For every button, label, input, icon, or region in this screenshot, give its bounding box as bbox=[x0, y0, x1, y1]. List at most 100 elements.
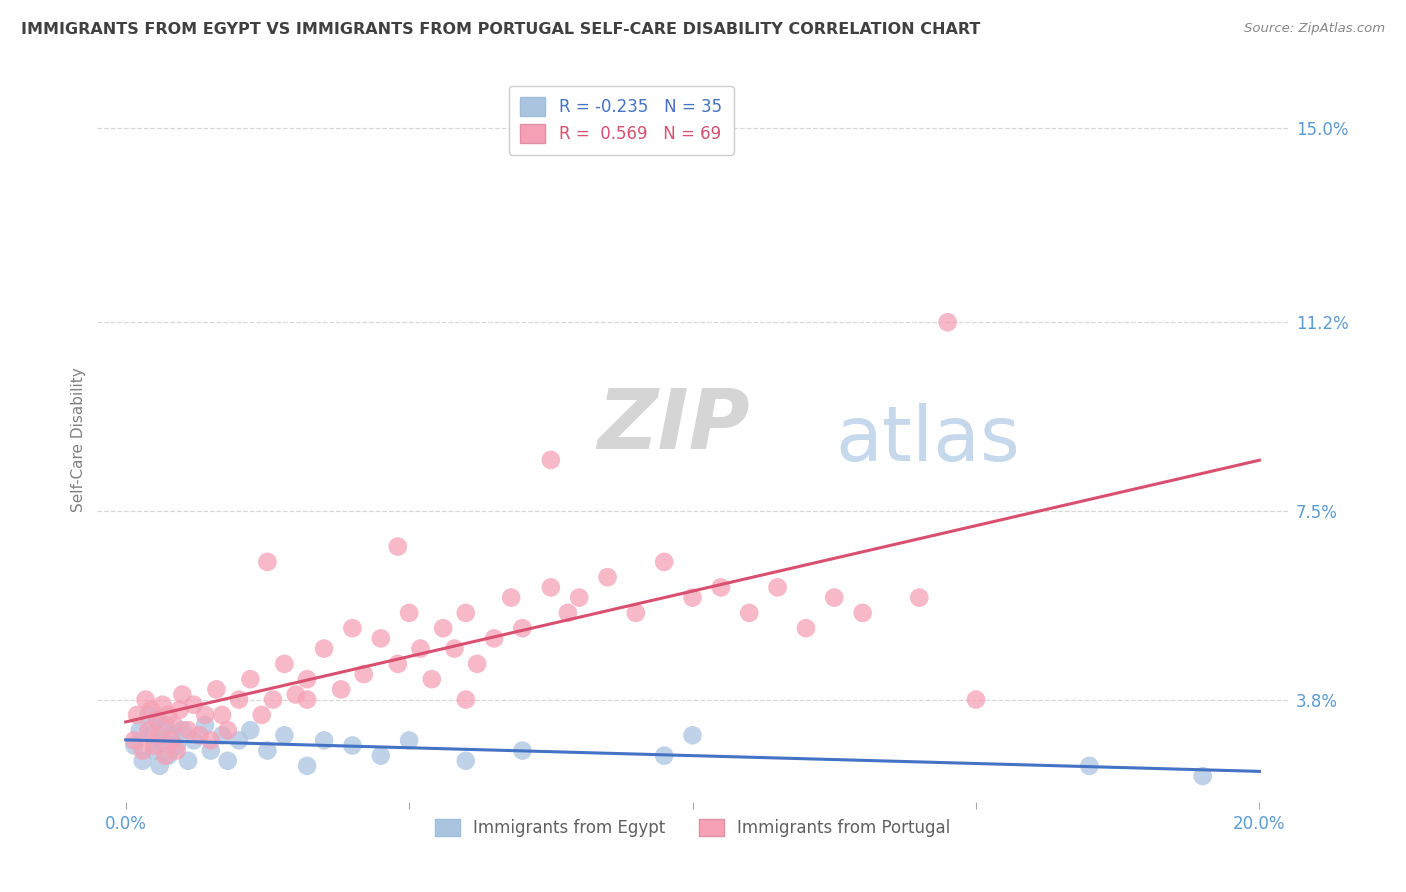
Text: ZIP: ZIP bbox=[598, 384, 749, 466]
Point bbox=[370, 632, 392, 646]
Point bbox=[169, 703, 191, 717]
Point bbox=[155, 748, 177, 763]
Point bbox=[710, 581, 733, 595]
Point bbox=[211, 728, 233, 742]
Point bbox=[273, 657, 295, 671]
Point bbox=[143, 743, 166, 757]
Point bbox=[138, 723, 160, 738]
Point bbox=[239, 672, 262, 686]
Point bbox=[596, 570, 619, 584]
Point bbox=[1191, 769, 1213, 783]
Point bbox=[157, 748, 180, 763]
Point bbox=[652, 555, 675, 569]
Point bbox=[295, 692, 318, 706]
Point bbox=[183, 733, 205, 747]
Point bbox=[398, 606, 420, 620]
Point bbox=[160, 728, 183, 742]
Point bbox=[141, 728, 163, 742]
Point bbox=[738, 606, 761, 620]
Point bbox=[342, 621, 364, 635]
Point bbox=[152, 733, 174, 747]
Point bbox=[152, 698, 174, 712]
Point bbox=[908, 591, 931, 605]
Point bbox=[314, 641, 336, 656]
Point bbox=[122, 733, 145, 747]
Point bbox=[398, 733, 420, 747]
Point bbox=[501, 591, 523, 605]
Point bbox=[284, 688, 307, 702]
Point bbox=[652, 748, 675, 763]
Point bbox=[432, 621, 454, 635]
Point bbox=[143, 739, 166, 753]
Point bbox=[262, 692, 284, 706]
Point bbox=[217, 754, 239, 768]
Point bbox=[465, 657, 488, 671]
Point bbox=[250, 707, 273, 722]
Point bbox=[228, 692, 250, 706]
Point bbox=[122, 739, 145, 753]
Point bbox=[353, 667, 375, 681]
Point bbox=[852, 606, 875, 620]
Point bbox=[141, 703, 163, 717]
Point bbox=[936, 315, 959, 329]
Point bbox=[163, 718, 186, 732]
Point bbox=[482, 632, 505, 646]
Point bbox=[188, 728, 211, 742]
Point bbox=[149, 759, 172, 773]
Point bbox=[194, 707, 217, 722]
Point bbox=[205, 682, 228, 697]
Text: IMMIGRANTS FROM EGYPT VS IMMIGRANTS FROM PORTUGAL SELF-CARE DISABILITY CORRELATI: IMMIGRANTS FROM EGYPT VS IMMIGRANTS FROM… bbox=[21, 22, 980, 37]
Point bbox=[155, 718, 177, 732]
Point bbox=[568, 591, 591, 605]
Point bbox=[200, 743, 222, 757]
Point bbox=[166, 739, 188, 753]
Point bbox=[766, 581, 789, 595]
Point bbox=[454, 606, 477, 620]
Point bbox=[965, 692, 987, 706]
Point bbox=[194, 718, 217, 732]
Point bbox=[146, 713, 169, 727]
Point bbox=[138, 707, 160, 722]
Point bbox=[454, 754, 477, 768]
Point bbox=[128, 723, 150, 738]
Point bbox=[295, 759, 318, 773]
Text: atlas: atlas bbox=[835, 402, 1021, 476]
Point bbox=[146, 713, 169, 727]
Point bbox=[256, 555, 278, 569]
Point bbox=[166, 743, 188, 757]
Point bbox=[420, 672, 443, 686]
Point bbox=[131, 743, 153, 757]
Point bbox=[200, 733, 222, 747]
Point bbox=[131, 754, 153, 768]
Point bbox=[135, 692, 157, 706]
Point bbox=[177, 754, 200, 768]
Point bbox=[512, 621, 534, 635]
Point bbox=[540, 453, 562, 467]
Point bbox=[409, 641, 432, 656]
Point bbox=[823, 591, 845, 605]
Point bbox=[557, 606, 579, 620]
Point bbox=[443, 641, 465, 656]
Legend: Immigrants from Egypt, Immigrants from Portugal: Immigrants from Egypt, Immigrants from P… bbox=[429, 813, 957, 844]
Point bbox=[1078, 759, 1101, 773]
Point bbox=[342, 739, 364, 753]
Point bbox=[624, 606, 647, 620]
Y-axis label: Self-Care Disability: Self-Care Disability bbox=[72, 368, 86, 512]
Point bbox=[330, 682, 353, 697]
Point bbox=[160, 733, 183, 747]
Point bbox=[172, 688, 194, 702]
Point bbox=[370, 748, 392, 763]
Point bbox=[794, 621, 817, 635]
Point bbox=[273, 728, 295, 742]
Point bbox=[157, 707, 180, 722]
Point bbox=[256, 743, 278, 757]
Point bbox=[682, 728, 704, 742]
Point bbox=[512, 743, 534, 757]
Point bbox=[228, 733, 250, 747]
Point bbox=[295, 672, 318, 686]
Point bbox=[239, 723, 262, 738]
Point bbox=[314, 733, 336, 747]
Point bbox=[149, 728, 172, 742]
Point bbox=[540, 581, 562, 595]
Point bbox=[217, 723, 239, 738]
